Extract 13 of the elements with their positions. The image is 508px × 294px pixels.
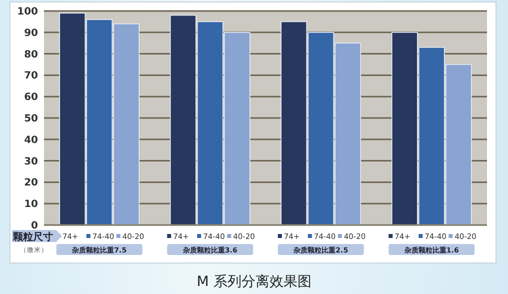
y-tick-label: 30 [24,156,38,168]
y-tick-label: 100 [17,6,38,18]
y-tick-label: 90 [24,28,38,39]
y-tick-label: 40 [24,134,38,146]
legend-title: 颗粒尺寸 [12,231,53,243]
y-tick-label: 10 [24,199,38,210]
y-tick-label: 70 [24,70,38,82]
y-tick-label: 0 [31,220,38,232]
y-tick-label: 80 [24,49,38,60]
y-tick-label: 20 [24,178,38,189]
y-tick-label: 60 [24,92,38,104]
y-tick-label: 50 [24,114,38,124]
text: M 系列分离效果图 [196,274,312,290]
